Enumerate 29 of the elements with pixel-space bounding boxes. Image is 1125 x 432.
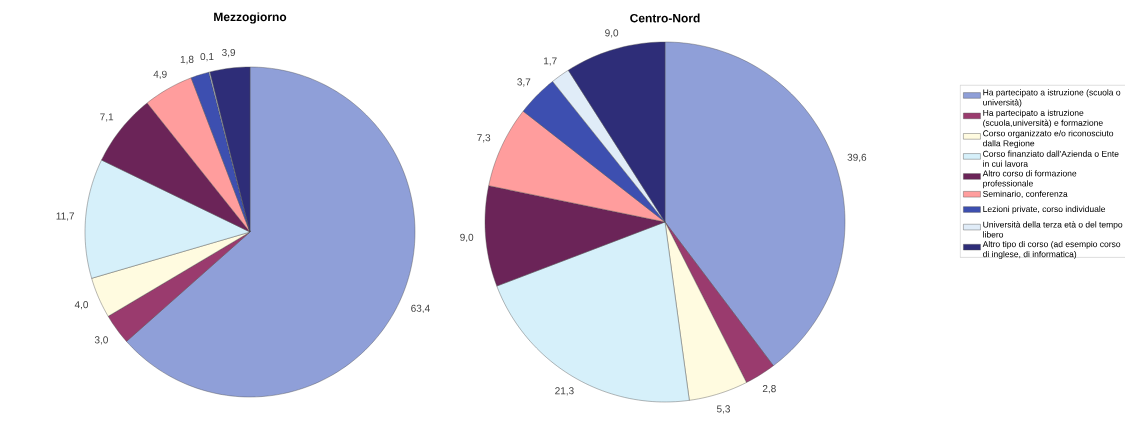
- data-label: 3,0: [94, 336, 108, 345]
- legend-label: Corso finanziato dall'Azienda o Ente in cui lavora: [983, 150, 1119, 167]
- legend-label: Seminario, conferenza: [983, 190, 1068, 198]
- data-label: 2,8: [762, 385, 776, 394]
- legend-label: Corso organizzato e/o riconosciuto dalla Regione: [983, 130, 1114, 149]
- data-label: 4,9: [153, 70, 167, 79]
- data-label: 9,0: [460, 233, 474, 243]
- legend-label: Ha partecipato a istruzione (scuola,università) e formazione: [983, 109, 1103, 128]
- data-label: 9,0: [605, 29, 619, 38]
- data-label: 1,7: [544, 57, 557, 66]
- data-label: 4,0: [74, 301, 89, 310]
- legend-label: Altro tipo di corso (ad esempio corso di inglese, di informatica): [982, 240, 1121, 259]
- legend-label: Altro corso di formazione professionale: [982, 170, 1077, 189]
- data-label: 7,1: [100, 113, 114, 122]
- data-label: 63,4: [411, 304, 430, 314]
- legend-label: Lezioni private, corso individuale: [983, 205, 1106, 214]
- chart-title: Mezzogiorno: [214, 12, 287, 24]
- data-label: 3,9: [222, 48, 236, 58]
- legend-label: Ha partecipato a istruzione (scuola o università): [983, 89, 1121, 108]
- data-label: 21,3: [555, 387, 574, 396]
- legend-label: Università della terza età o del tempo libero: [983, 221, 1123, 238]
- data-label: 5,3: [716, 405, 730, 414]
- data-label: 11,7: [56, 212, 75, 221]
- data-label: 7,3: [477, 134, 491, 143]
- data-label: 1,8: [180, 55, 194, 65]
- data-label: 0,1: [200, 53, 214, 62]
- data-label: 39,6: [847, 153, 867, 163]
- data-label: 3,7: [517, 78, 531, 87]
- chart-title: Centro-Nord: [630, 13, 700, 23]
